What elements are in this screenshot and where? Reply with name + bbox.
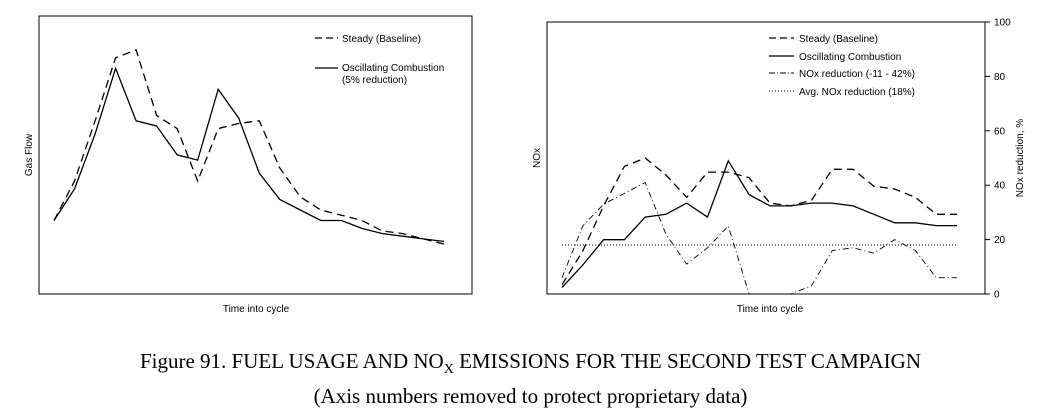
right-axis-ticks: 0 20 40 60 80 100	[985, 18, 1011, 301]
gas-flow-chart: Time into cycle Gas Flow Steady (Baselin…	[24, 15, 473, 315]
legend: Steady (Baseline) Oscillating Combustion…	[769, 34, 915, 98]
y2-axis-label: NOx reduction, %	[1015, 119, 1026, 197]
legend-label-reduction-note: (5% reduction)	[342, 75, 407, 86]
gas-flow-series-group	[53, 49, 445, 245]
figure-caption: Figure 91. FUEL USAGE AND NOX EMISSIONS …	[0, 348, 1061, 409]
y2-tick-label: 100	[994, 18, 1011, 29]
legend: Steady (Baseline) Oscillating Combustion…	[315, 34, 444, 86]
x-axis-label: Time into cycle	[223, 304, 290, 315]
legend-label-oscillating: Oscillating Combustion	[342, 63, 444, 74]
series-line-steady-baseline	[53, 49, 445, 245]
caption-line-1-after-sub: EMISSIONS FOR THE SECOND TEST CAMPAIGN	[453, 349, 921, 373]
series-line-oscillating-combustion	[53, 66, 445, 243]
caption-line-1: Figure 91. FUEL USAGE AND NOX EMISSIONS …	[0, 348, 1061, 383]
caption-line-2: (Axis numbers removed to protect proprie…	[313, 384, 748, 409]
y2-tick-label: 40	[994, 181, 1006, 192]
series-line-nox-reduction-11-42	[561, 181, 957, 295]
legend-label-oscillating: Oscillating Combustion	[799, 52, 901, 63]
caption-line-1-subscript: X	[443, 362, 454, 378]
x-axis-label: Time into cycle	[737, 304, 804, 315]
plot-frame	[38, 15, 473, 295]
y2-tick-label: 60	[994, 126, 1006, 137]
nox-chart: 0 20 40 60 80 100 Time into cycle NOx NOx red…	[532, 18, 1026, 316]
plot-frame	[546, 21, 986, 295]
legend-label-avg-reduction: Avg. NOx reduction (18%)	[799, 87, 915, 98]
series-line-oscillating-combustion	[561, 159, 957, 288]
nox-series-group	[561, 157, 957, 295]
legend-label-steady: Steady (Baseline)	[342, 34, 421, 45]
legend-label-steady: Steady (Baseline)	[799, 34, 878, 45]
series-line-steady-baseline	[561, 157, 957, 286]
caption-line-1-before-sub: Figure 91. FUEL USAGE AND NO	[139, 349, 444, 373]
legend-label-nox-reduction: NOx reduction (-11 - 42%)	[799, 69, 915, 80]
y2-tick-label: 80	[994, 72, 1006, 83]
y2-tick-label: 0	[994, 290, 1000, 301]
y2-tick-label: 20	[994, 235, 1006, 246]
y-axis-label: NOx	[532, 148, 543, 168]
y-axis-label: Gas Flow	[24, 133, 35, 176]
